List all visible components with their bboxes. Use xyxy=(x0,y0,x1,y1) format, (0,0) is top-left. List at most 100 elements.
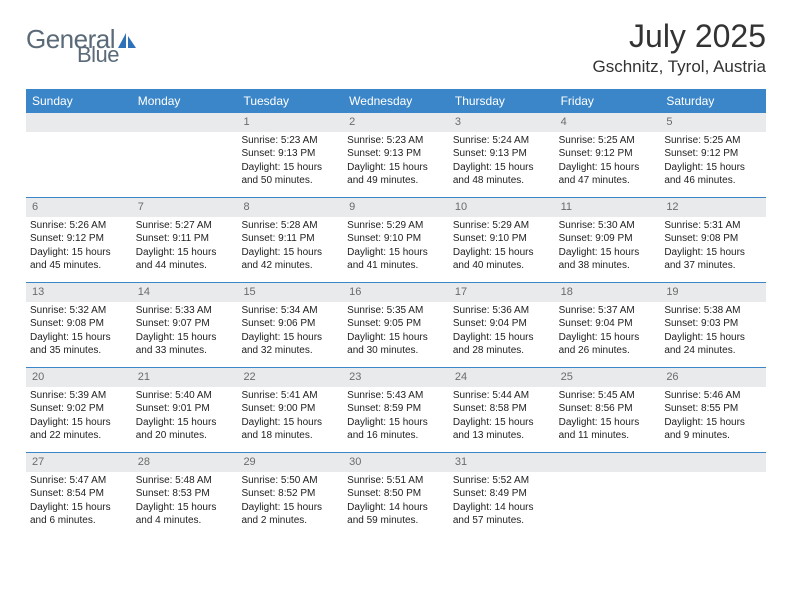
day-details: Sunrise: 5:29 AMSunset: 9:10 PMDaylight:… xyxy=(449,217,555,277)
sunrise-line: Sunrise: 5:29 AM xyxy=(453,219,551,233)
sunrise-line: Sunrise: 5:32 AM xyxy=(30,304,128,318)
day-details: Sunrise: 5:38 AMSunset: 9:03 PMDaylight:… xyxy=(660,302,766,362)
day-20: 20Sunrise: 5:39 AMSunset: 9:02 PMDayligh… xyxy=(26,368,132,452)
logo-sail-icon xyxy=(117,32,137,55)
sunset-line: Sunset: 9:05 PM xyxy=(347,317,445,331)
day-14: 14Sunrise: 5:33 AMSunset: 9:07 PMDayligh… xyxy=(132,283,238,367)
daylight-line: Daylight: 15 hours and 45 minutes. xyxy=(30,246,128,273)
sunrise-line: Sunrise: 5:27 AM xyxy=(136,219,234,233)
sunrise-line: Sunrise: 5:33 AM xyxy=(136,304,234,318)
day-empty: .... xyxy=(660,453,766,537)
day-number: 29 xyxy=(237,453,343,472)
daylight-line: Daylight: 15 hours and 35 minutes. xyxy=(30,331,128,358)
day-details: Sunrise: 5:35 AMSunset: 9:05 PMDaylight:… xyxy=(343,302,449,362)
daylight-line: Daylight: 15 hours and 22 minutes. xyxy=(30,416,128,443)
sunset-line: Sunset: 8:53 PM xyxy=(136,487,234,501)
day-6: 6Sunrise: 5:26 AMSunset: 9:12 PMDaylight… xyxy=(26,198,132,282)
day-number: 27 xyxy=(26,453,132,472)
daylight-line: Daylight: 15 hours and 50 minutes. xyxy=(241,161,339,188)
sunset-line: Sunset: 9:06 PM xyxy=(241,317,339,331)
daylight-line: Daylight: 15 hours and 48 minutes. xyxy=(453,161,551,188)
day-7: 7Sunrise: 5:27 AMSunset: 9:11 PMDaylight… xyxy=(132,198,238,282)
day-details: Sunrise: 5:43 AMSunset: 8:59 PMDaylight:… xyxy=(343,387,449,447)
sunrise-line: Sunrise: 5:41 AM xyxy=(241,389,339,403)
logo-text-2: Blue xyxy=(77,42,119,67)
daylight-line: Daylight: 15 hours and 13 minutes. xyxy=(453,416,551,443)
header: General Blue July 2025 Gschnitz, Tyrol, … xyxy=(26,18,766,77)
day-number: 17 xyxy=(449,283,555,302)
dow-sunday: Sunday xyxy=(26,89,132,113)
day-4: 4Sunrise: 5:25 AMSunset: 9:12 PMDaylight… xyxy=(555,113,661,197)
day-number: 14 xyxy=(132,283,238,302)
daylight-line: Daylight: 15 hours and 32 minutes. xyxy=(241,331,339,358)
day-number: 10 xyxy=(449,198,555,217)
day-empty: .... xyxy=(132,113,238,197)
day-details: Sunrise: 5:25 AMSunset: 9:12 PMDaylight:… xyxy=(555,132,661,192)
sunset-line: Sunset: 9:12 PM xyxy=(30,232,128,246)
daylight-line: Daylight: 15 hours and 16 minutes. xyxy=(347,416,445,443)
sunset-line: Sunset: 8:52 PM xyxy=(241,487,339,501)
day-25: 25Sunrise: 5:45 AMSunset: 8:56 PMDayligh… xyxy=(555,368,661,452)
day-17: 17Sunrise: 5:36 AMSunset: 9:04 PMDayligh… xyxy=(449,283,555,367)
daylight-line: Daylight: 15 hours and 44 minutes. xyxy=(136,246,234,273)
sunrise-line: Sunrise: 5:46 AM xyxy=(664,389,762,403)
sunrise-line: Sunrise: 5:43 AM xyxy=(347,389,445,403)
day-number: 23 xyxy=(343,368,449,387)
day-10: 10Sunrise: 5:29 AMSunset: 9:10 PMDayligh… xyxy=(449,198,555,282)
day-15: 15Sunrise: 5:34 AMSunset: 9:06 PMDayligh… xyxy=(237,283,343,367)
sunrise-line: Sunrise: 5:31 AM xyxy=(664,219,762,233)
daylight-line: Daylight: 15 hours and 28 minutes. xyxy=(453,331,551,358)
day-details: Sunrise: 5:46 AMSunset: 8:55 PMDaylight:… xyxy=(660,387,766,447)
day-26: 26Sunrise: 5:46 AMSunset: 8:55 PMDayligh… xyxy=(660,368,766,452)
day-details: Sunrise: 5:25 AMSunset: 9:12 PMDaylight:… xyxy=(660,132,766,192)
daylight-line: Daylight: 15 hours and 33 minutes. xyxy=(136,331,234,358)
day-number: 30 xyxy=(343,453,449,472)
day-details: Sunrise: 5:39 AMSunset: 9:02 PMDaylight:… xyxy=(26,387,132,447)
day-details: Sunrise: 5:52 AMSunset: 8:49 PMDaylight:… xyxy=(449,472,555,532)
dow-thursday: Thursday xyxy=(449,89,555,113)
dow-wednesday: Wednesday xyxy=(343,89,449,113)
day-details: Sunrise: 5:32 AMSunset: 9:08 PMDaylight:… xyxy=(26,302,132,362)
sunrise-line: Sunrise: 5:45 AM xyxy=(559,389,657,403)
day-number: 26 xyxy=(660,368,766,387)
sunset-line: Sunset: 8:49 PM xyxy=(453,487,551,501)
daylight-line: Daylight: 15 hours and 38 minutes. xyxy=(559,246,657,273)
day-details: Sunrise: 5:50 AMSunset: 8:52 PMDaylight:… xyxy=(237,472,343,532)
sunset-line: Sunset: 9:11 PM xyxy=(136,232,234,246)
sunrise-line: Sunrise: 5:38 AM xyxy=(664,304,762,318)
daylight-line: Daylight: 15 hours and 24 minutes. xyxy=(664,331,762,358)
sunset-line: Sunset: 9:01 PM xyxy=(136,402,234,416)
week-row: 27Sunrise: 5:47 AMSunset: 8:54 PMDayligh… xyxy=(26,452,766,537)
sunrise-line: Sunrise: 5:48 AM xyxy=(136,474,234,488)
sunset-line: Sunset: 9:13 PM xyxy=(453,147,551,161)
calendar: SundayMondayTuesdayWednesdayThursdayFrid… xyxy=(26,89,766,537)
day-empty: .... xyxy=(26,113,132,197)
day-number: 21 xyxy=(132,368,238,387)
day-30: 30Sunrise: 5:51 AMSunset: 8:50 PMDayligh… xyxy=(343,453,449,537)
day-details: Sunrise: 5:31 AMSunset: 9:08 PMDaylight:… xyxy=(660,217,766,277)
sunset-line: Sunset: 9:10 PM xyxy=(453,232,551,246)
daylight-line: Daylight: 15 hours and 30 minutes. xyxy=(347,331,445,358)
day-2: 2Sunrise: 5:23 AMSunset: 9:13 PMDaylight… xyxy=(343,113,449,197)
location-text: Gschnitz, Tyrol, Austria xyxy=(592,57,766,77)
sunrise-line: Sunrise: 5:24 AM xyxy=(453,134,551,148)
day-12: 12Sunrise: 5:31 AMSunset: 9:08 PMDayligh… xyxy=(660,198,766,282)
day-number: 1 xyxy=(237,113,343,132)
day-31: 31Sunrise: 5:52 AMSunset: 8:49 PMDayligh… xyxy=(449,453,555,537)
day-empty: .... xyxy=(555,453,661,537)
day-number: 12 xyxy=(660,198,766,217)
day-details: Sunrise: 5:37 AMSunset: 9:04 PMDaylight:… xyxy=(555,302,661,362)
day-number: 20 xyxy=(26,368,132,387)
day-22: 22Sunrise: 5:41 AMSunset: 9:00 PMDayligh… xyxy=(237,368,343,452)
daylight-line: Daylight: 15 hours and 47 minutes. xyxy=(559,161,657,188)
day-23: 23Sunrise: 5:43 AMSunset: 8:59 PMDayligh… xyxy=(343,368,449,452)
day-details: Sunrise: 5:51 AMSunset: 8:50 PMDaylight:… xyxy=(343,472,449,532)
sunset-line: Sunset: 8:58 PM xyxy=(453,402,551,416)
day-details: Sunrise: 5:44 AMSunset: 8:58 PMDaylight:… xyxy=(449,387,555,447)
sunset-line: Sunset: 9:09 PM xyxy=(559,232,657,246)
daylight-line: Daylight: 15 hours and 40 minutes. xyxy=(453,246,551,273)
sunrise-line: Sunrise: 5:28 AM xyxy=(241,219,339,233)
day-number: 11 xyxy=(555,198,661,217)
sunrise-line: Sunrise: 5:51 AM xyxy=(347,474,445,488)
day-details: Sunrise: 5:23 AMSunset: 9:13 PMDaylight:… xyxy=(343,132,449,192)
